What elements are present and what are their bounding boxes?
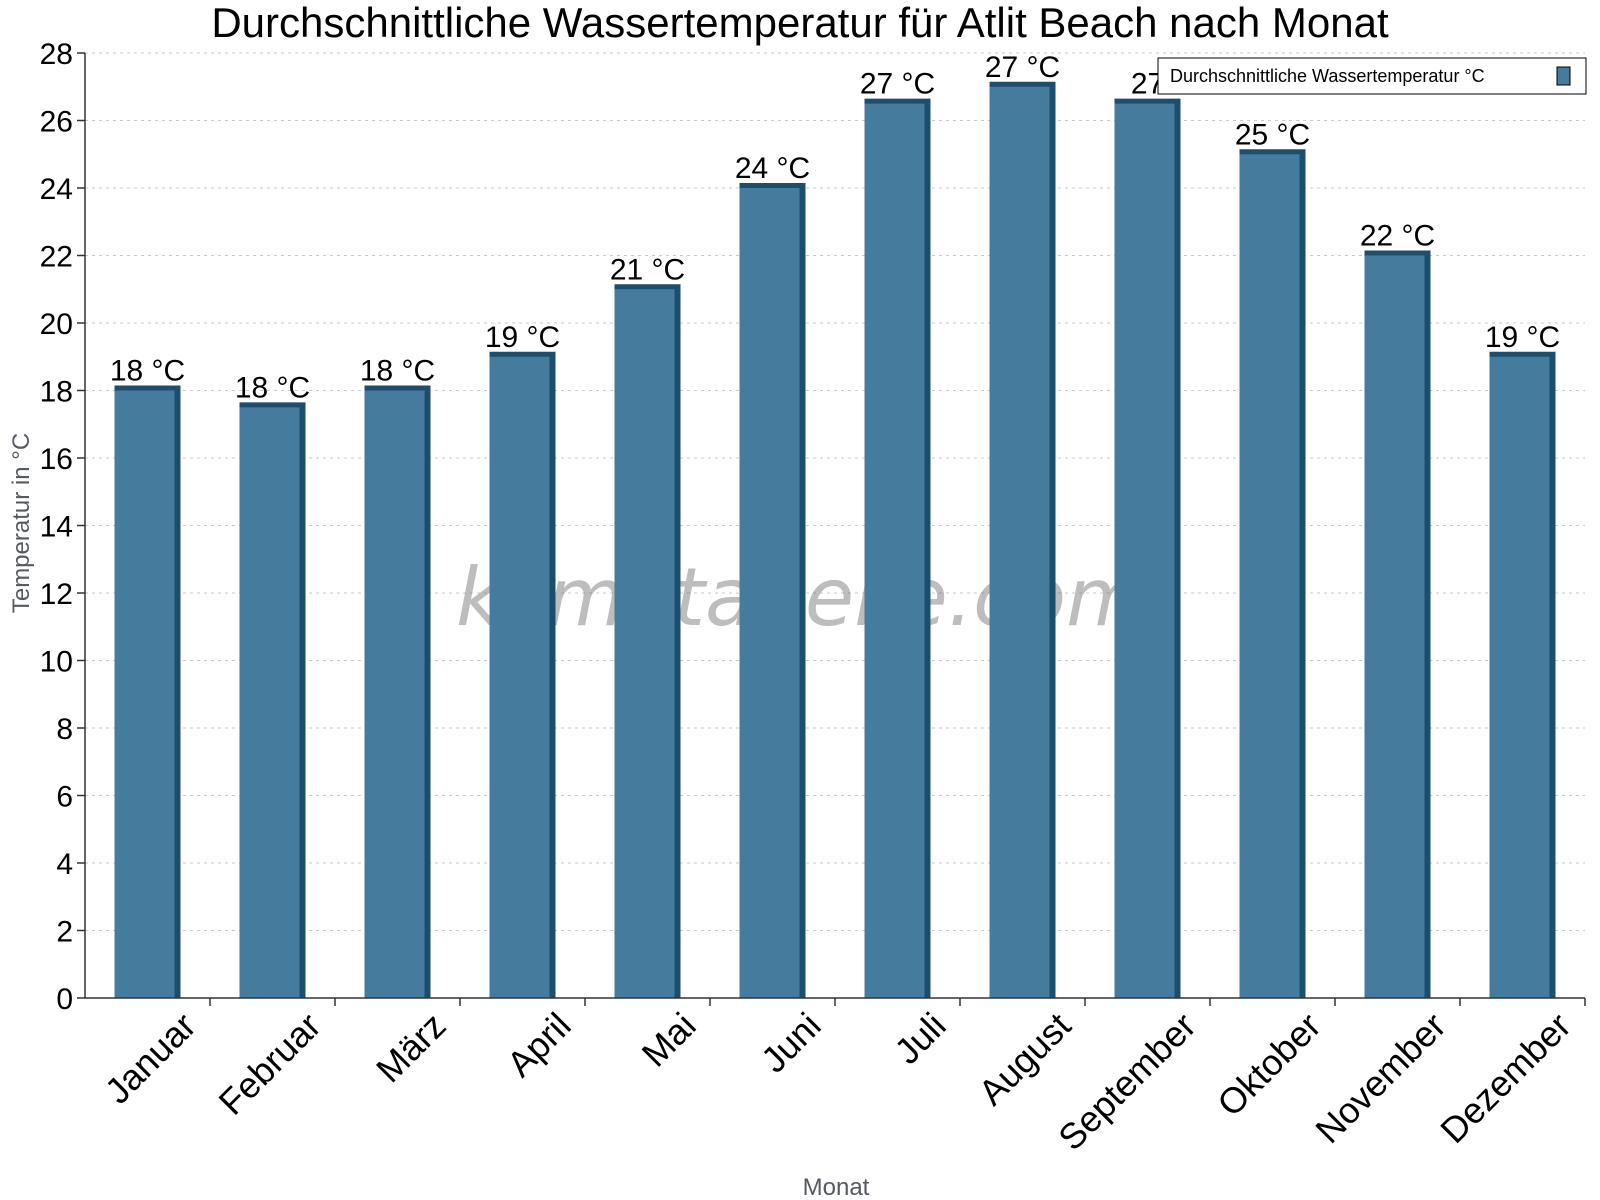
bar-top bbox=[989, 81, 1056, 88]
y-tick-label: 2 bbox=[56, 916, 73, 949]
bar-side bbox=[299, 405, 306, 998]
bar bbox=[114, 390, 175, 998]
x-tick-label: Juni bbox=[753, 1005, 829, 1081]
x-tick-label: November bbox=[1307, 1005, 1453, 1151]
bar bbox=[1114, 103, 1175, 998]
y-axis-title: Temperatur in °C bbox=[8, 433, 35, 613]
bar-top bbox=[1489, 351, 1556, 358]
bar-top bbox=[364, 385, 431, 392]
data-label: 21 °C bbox=[610, 253, 685, 286]
bar bbox=[489, 356, 550, 998]
bar bbox=[364, 390, 425, 998]
x-tick-label: Dezember bbox=[1432, 1005, 1578, 1151]
bar-top bbox=[739, 183, 806, 189]
bar bbox=[864, 103, 925, 998]
x-tick-label: Februar bbox=[211, 1005, 329, 1123]
bar-top bbox=[1239, 149, 1306, 156]
bar bbox=[989, 86, 1050, 998]
y-tick-label: 18 bbox=[40, 376, 73, 409]
y-tick-label: 24 bbox=[40, 173, 73, 206]
bar-top bbox=[1114, 98, 1181, 105]
x-tick-label: Juli bbox=[886, 1005, 953, 1072]
bar-side bbox=[1424, 253, 1431, 998]
bar-side bbox=[674, 287, 681, 998]
grid-lines bbox=[85, 52, 1585, 931]
data-label: 27 °C bbox=[860, 68, 935, 101]
x-tick-label: März bbox=[368, 1005, 454, 1091]
chart-title: Durchschnittliche Wassertemperatur für A… bbox=[211, 0, 1389, 46]
axes bbox=[77, 52, 1586, 1006]
bars bbox=[114, 81, 1556, 998]
y-tick-label: 12 bbox=[40, 578, 73, 611]
bar-side bbox=[424, 388, 431, 998]
bar bbox=[1239, 154, 1300, 998]
bar-top bbox=[614, 284, 681, 291]
y-tick-label: 6 bbox=[56, 781, 73, 814]
bar-side bbox=[799, 186, 806, 998]
data-label: 19 °C bbox=[485, 321, 560, 354]
bar-side bbox=[549, 354, 556, 998]
data-labels: 18 °C 18 °C 18 °C 19 °C 21 °C 24 °C 27 °C 27 °C… bbox=[110, 51, 1560, 405]
y-tick-label: 26 bbox=[40, 106, 73, 139]
legend-swatch bbox=[1556, 66, 1571, 86]
x-tick-label: Januar bbox=[97, 1005, 204, 1112]
y-tick-label: 0 bbox=[56, 983, 73, 1016]
bar-top bbox=[1364, 250, 1431, 257]
bar-top bbox=[239, 402, 306, 409]
bar bbox=[614, 289, 675, 998]
bar-side bbox=[1549, 354, 1556, 998]
bar-side bbox=[924, 101, 931, 998]
bar-top bbox=[864, 98, 931, 105]
data-label: 18 °C bbox=[360, 355, 435, 388]
y-tick-label: 22 bbox=[40, 241, 73, 274]
y-tick-label: 16 bbox=[40, 443, 73, 476]
bar bbox=[1364, 255, 1425, 998]
bar-top bbox=[489, 351, 556, 358]
y-tick-label: 28 bbox=[40, 38, 73, 71]
data-label: 18 °C bbox=[235, 371, 310, 404]
data-label: 22 °C bbox=[1360, 220, 1435, 253]
x-tick-label: Mai bbox=[634, 1005, 704, 1075]
x-tick-label: April bbox=[499, 1005, 579, 1085]
legend-label: Durchschnittliche Wassertemperatur °C bbox=[1170, 66, 1485, 86]
y-tick-label: 20 bbox=[40, 308, 73, 341]
bar-top bbox=[114, 385, 181, 392]
y-tick-label: 4 bbox=[56, 848, 73, 881]
data-label: 19 °C bbox=[1485, 321, 1560, 354]
x-axis-title: Monat bbox=[803, 1174, 870, 1200]
bar bbox=[239, 407, 300, 998]
legend-box bbox=[1157, 57, 1587, 95]
y-tick-label: 14 bbox=[40, 511, 73, 544]
bar-side bbox=[174, 388, 181, 998]
data-label: 18 °C bbox=[110, 355, 185, 388]
bar-side bbox=[1174, 101, 1181, 998]
x-tick-label: August bbox=[970, 1005, 1078, 1113]
x-tick-label: September bbox=[1050, 1005, 1204, 1159]
legend: Durchschnittliche Wassertemperatur °C bbox=[1157, 57, 1587, 95]
data-label: 24 °C bbox=[735, 152, 810, 185]
x-tick-label: Oktober bbox=[1209, 1005, 1329, 1125]
bar-side bbox=[1299, 152, 1306, 998]
bar bbox=[739, 188, 800, 998]
bar-side bbox=[1049, 84, 1056, 998]
y-tick-label: 8 bbox=[56, 713, 73, 746]
y-tick-label: 10 bbox=[40, 646, 73, 679]
data-label: 25 °C bbox=[1235, 118, 1310, 151]
data-label: 27 °C bbox=[985, 51, 1060, 84]
bar bbox=[1489, 356, 1550, 998]
